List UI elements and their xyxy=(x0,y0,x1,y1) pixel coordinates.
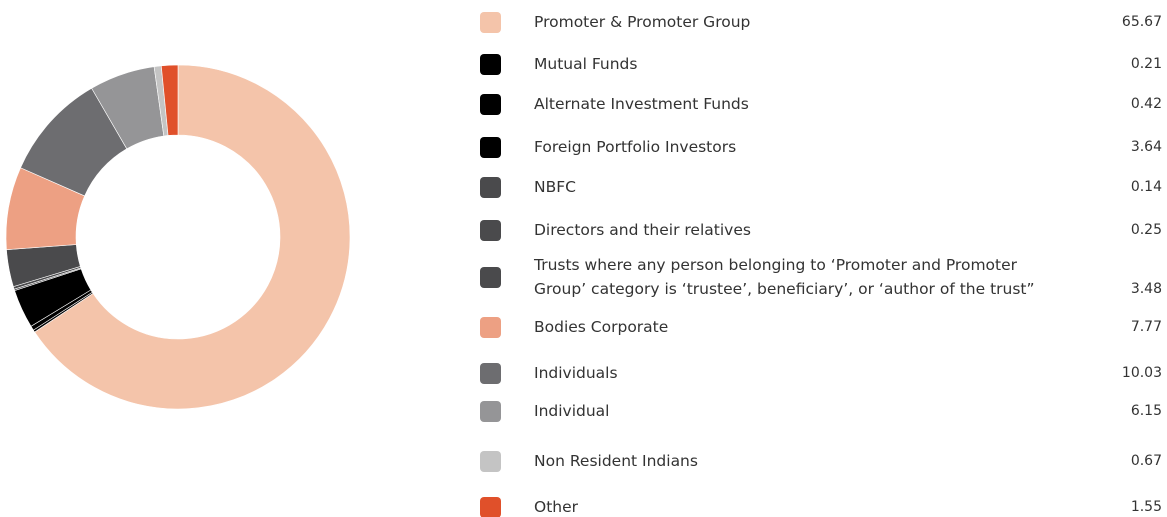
legend-label: Foreign Portfolio Investors xyxy=(534,138,737,156)
legend-item: Mutual Funds 0.21 xyxy=(470,52,1162,76)
legend-item: Trusts where any person belonging to ‘Pr… xyxy=(470,253,1162,301)
legend-swatch xyxy=(480,176,501,198)
legend-value: 1.55 xyxy=(1130,499,1162,515)
legend-label: Trusts where any person belonging to ‘Pr… xyxy=(534,256,1035,298)
legend-label: Other xyxy=(534,498,579,516)
legend-swatch xyxy=(480,450,501,472)
legend-swatch xyxy=(480,316,501,338)
legend-item: NBFC 0.14 xyxy=(470,175,1162,199)
legend-value: 0.14 xyxy=(1130,179,1162,195)
legend-swatch xyxy=(480,136,501,158)
legend-label: Individual xyxy=(534,402,610,420)
legend-swatch xyxy=(480,219,501,241)
legend-swatch xyxy=(480,266,501,288)
legend-item: Other 1.55 xyxy=(470,495,1162,517)
legend-value: 3.48 xyxy=(1130,281,1162,297)
legend-item: Foreign Portfolio Investors 3.64 xyxy=(470,135,1162,159)
legend-label: Alternate Investment Funds xyxy=(534,95,749,113)
legend-label: NBFC xyxy=(534,178,576,196)
chart xyxy=(5,64,351,410)
legend-item: Non Resident Indians 0.67 xyxy=(470,449,1162,473)
legend-item: Individuals 10.03 xyxy=(470,361,1162,385)
legend-swatch xyxy=(480,53,501,75)
donut-slice xyxy=(160,64,179,136)
legend-label: Individuals xyxy=(534,364,618,382)
legend-label: Promoter & Promoter Group xyxy=(534,13,751,31)
legend-value: 0.42 xyxy=(1130,96,1162,112)
legend-value: 6.15 xyxy=(1130,403,1162,419)
legend-label: Non Resident Indians xyxy=(534,452,698,470)
legend-value: 3.64 xyxy=(1130,139,1162,155)
legend-swatch xyxy=(480,496,501,517)
legend-item: Directors and their relatives 0.25 xyxy=(470,218,1162,242)
legend-label: Mutual Funds xyxy=(534,55,638,73)
legend-swatch xyxy=(480,362,501,384)
legend-item: Promoter & Promoter Group 65.67 xyxy=(470,10,1162,34)
legend-swatch xyxy=(480,400,501,422)
legend-label: Directors and their relatives xyxy=(534,221,751,239)
legend-value: 0.67 xyxy=(1130,453,1162,469)
legend-item: Alternate Investment Funds 0.42 xyxy=(470,92,1162,116)
legend-value: 7.77 xyxy=(1130,319,1162,335)
legend-value: 0.25 xyxy=(1130,222,1162,238)
legend-value: 10.03 xyxy=(1121,365,1162,381)
legend-value: 65.67 xyxy=(1121,14,1162,30)
legend-swatch xyxy=(480,11,501,33)
legend-swatch xyxy=(480,93,501,115)
legend-item: Individual 6.15 xyxy=(470,399,1162,423)
legend-item: Bodies Corporate 7.77 xyxy=(470,315,1162,339)
donut-slice xyxy=(34,64,351,410)
legend-value: 0.21 xyxy=(1130,56,1162,72)
legend-label: Bodies Corporate xyxy=(534,318,669,336)
